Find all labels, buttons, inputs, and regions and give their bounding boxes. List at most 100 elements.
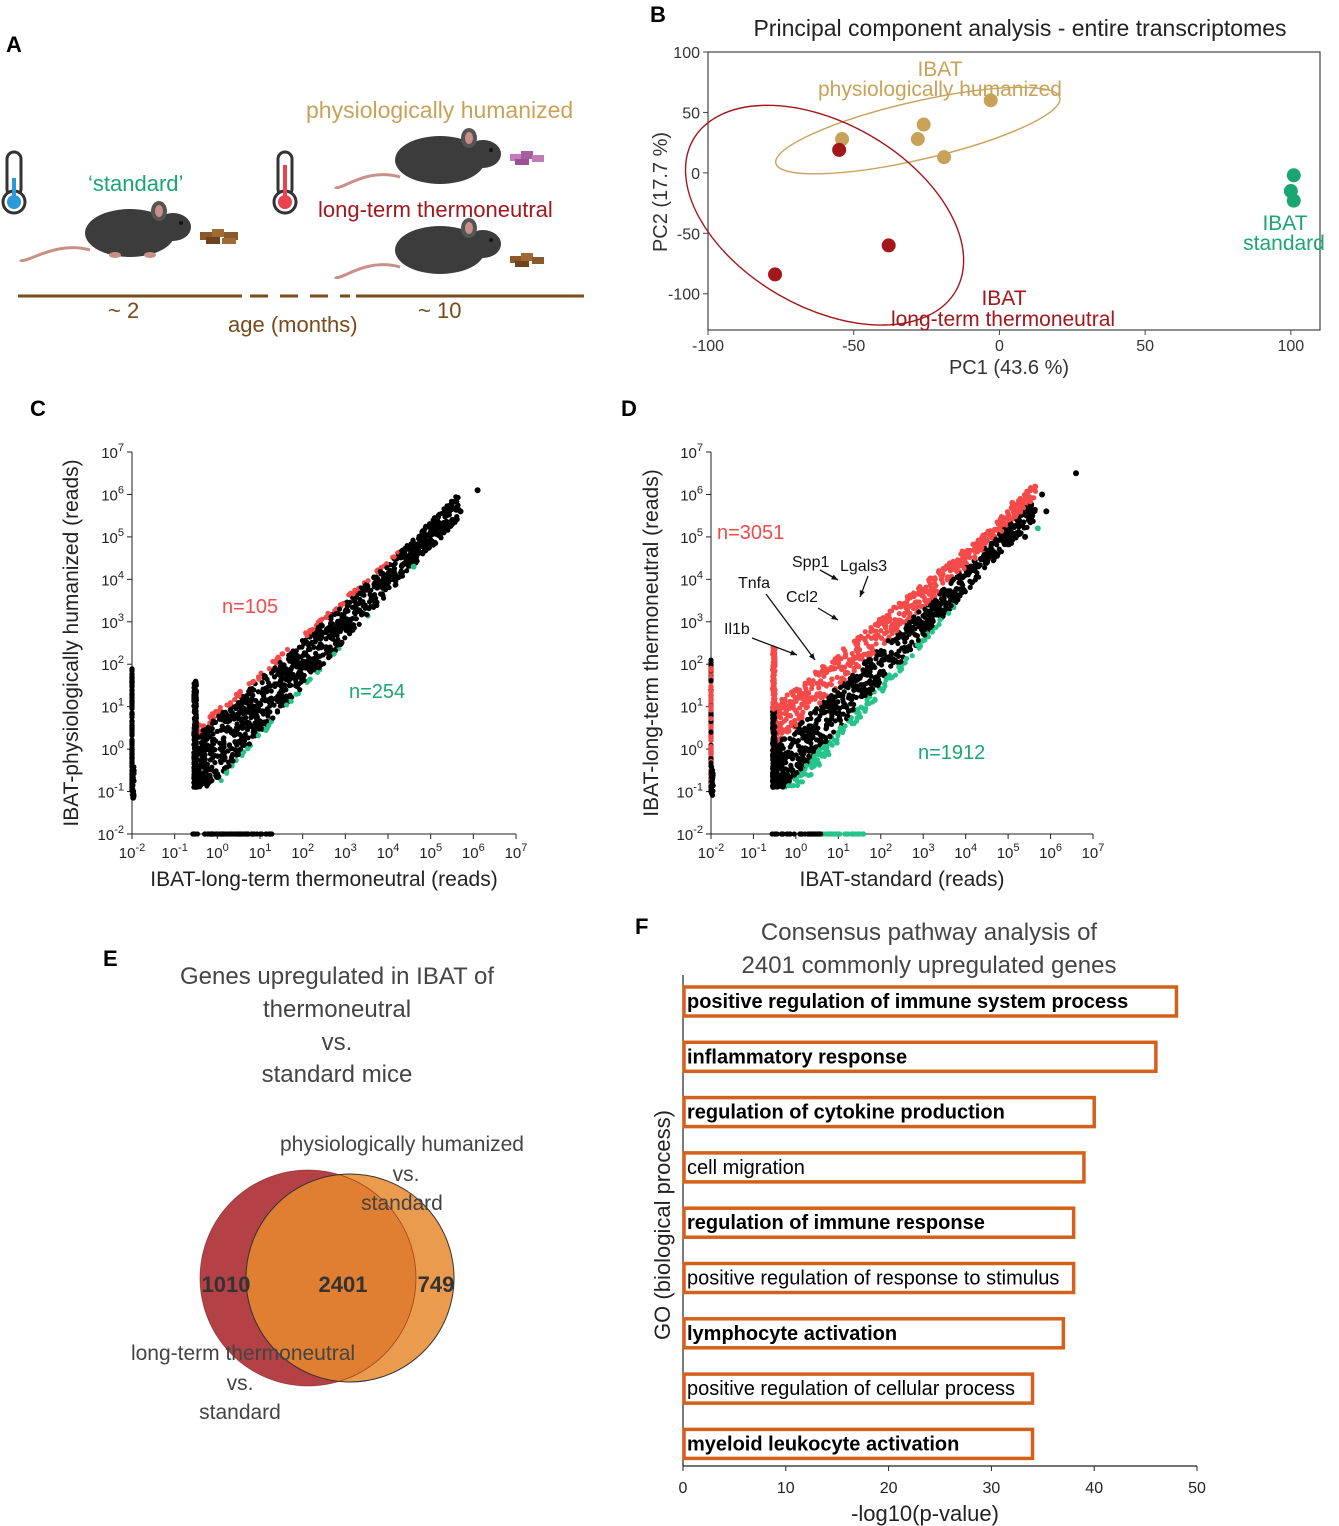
data-point <box>894 622 900 628</box>
data-point <box>319 616 325 622</box>
data-point <box>925 589 931 596</box>
data-point <box>863 668 869 674</box>
mouse-icon <box>333 128 501 190</box>
data-point <box>841 689 847 695</box>
x-tick-label: 0 <box>679 1480 688 1497</box>
data-point <box>959 589 965 595</box>
data-point <box>872 697 878 703</box>
data-point <box>1021 519 1027 525</box>
data-point <box>771 650 777 656</box>
data-point <box>129 703 135 709</box>
data-point <box>277 659 283 666</box>
y-tick-label: 100 <box>680 739 703 759</box>
data-point <box>809 748 815 754</box>
data-point <box>1016 523 1022 529</box>
data-point <box>225 759 232 765</box>
data-point <box>845 670 851 676</box>
venn-set-b-label: vs. <box>393 1163 420 1186</box>
data-point <box>214 774 220 780</box>
data-point <box>988 543 994 549</box>
y-tick-label: 102 <box>101 654 124 674</box>
data-point <box>954 569 960 575</box>
data-point <box>237 731 243 737</box>
data-point <box>896 664 902 670</box>
bar-label: inflammatory response <box>687 1046 907 1068</box>
data-point <box>788 701 794 707</box>
data-point <box>873 676 879 682</box>
data-point <box>1039 491 1046 498</box>
x-tick-label: 100 <box>1278 338 1305 355</box>
data-point <box>265 713 271 719</box>
x-tick-label: 50 <box>1188 1480 1206 1497</box>
data-point <box>864 701 870 707</box>
data-point <box>239 724 246 731</box>
data-point <box>865 633 871 639</box>
data-point <box>916 117 931 132</box>
data-point <box>276 695 282 702</box>
data-point <box>362 603 368 609</box>
bar <box>682 1261 1076 1295</box>
data-point <box>193 777 199 783</box>
data-point <box>809 695 815 701</box>
data-point <box>868 628 874 635</box>
data-point <box>129 684 135 690</box>
data-point <box>973 544 980 551</box>
data-point <box>259 721 265 727</box>
y-tick-label: 50 <box>682 105 700 122</box>
venn-set-b-label: standard <box>361 1192 443 1215</box>
data-point <box>962 552 969 558</box>
data-point <box>840 699 846 705</box>
data-point <box>192 719 198 725</box>
data-point <box>314 669 321 676</box>
data-point <box>946 560 953 566</box>
data-point <box>193 701 199 707</box>
data-point <box>350 591 356 597</box>
data-point <box>430 523 436 529</box>
data-point <box>378 564 384 571</box>
data-point <box>770 679 776 685</box>
data-point <box>272 696 278 702</box>
data-point <box>922 626 928 632</box>
data-point <box>419 542 425 548</box>
data-point <box>770 655 777 661</box>
data-point <box>210 755 216 761</box>
data-point <box>1008 536 1014 542</box>
data-point <box>1006 517 1012 523</box>
data-point <box>449 521 455 528</box>
data-point <box>816 762 822 768</box>
data-point <box>350 615 356 622</box>
data-point <box>130 782 136 789</box>
data-point <box>889 608 895 614</box>
data-point <box>311 644 317 650</box>
data-point <box>893 605 900 611</box>
data-point <box>336 622 342 628</box>
y-tick-label: 104 <box>101 569 124 589</box>
data-point <box>914 642 920 648</box>
standard-label: ‘standard’ <box>88 171 183 196</box>
x-tick-label: 102 <box>291 842 314 862</box>
data-point <box>896 600 902 606</box>
data-point <box>219 711 226 717</box>
bar-label: myeloid leukocyte activation <box>687 1433 959 1455</box>
data-point <box>410 537 416 543</box>
x-tick-label: 50 <box>1136 338 1154 355</box>
data-point <box>1027 488 1033 494</box>
series-label: IBAT <box>917 58 962 81</box>
data-point <box>862 651 869 657</box>
data-point <box>860 831 867 837</box>
bar <box>682 1095 1096 1129</box>
data-point <box>815 725 821 731</box>
data-point <box>287 655 293 661</box>
data-point <box>311 656 317 662</box>
y-tick-label: 105 <box>680 527 703 547</box>
data-point <box>421 528 427 534</box>
data-point <box>847 675 853 682</box>
data-point <box>356 621 362 627</box>
data-point <box>193 679 199 685</box>
data-point <box>922 632 928 638</box>
data-point <box>816 831 822 837</box>
data-point <box>805 735 811 741</box>
data-point <box>851 720 857 727</box>
data-point <box>863 706 869 712</box>
thermometer-cold-icon <box>1 150 27 215</box>
